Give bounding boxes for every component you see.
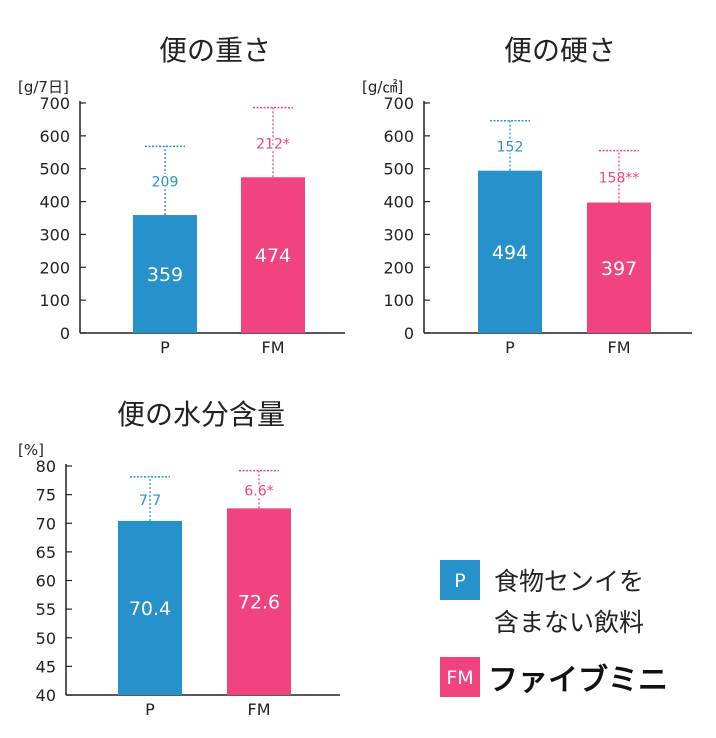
y-tick-label: 500 xyxy=(39,160,70,179)
legend-swatch-label: FM xyxy=(446,667,473,689)
chart-panel-1: 便の重さ [g/7日] 0 100 200 300 400 500 600 700 209 359 P 2… xyxy=(18,34,345,357)
y-tick-label: 100 xyxy=(383,291,414,310)
error-label-P: 7.7 xyxy=(139,493,161,509)
y-tick-label: 700 xyxy=(383,94,414,113)
value-label-P: 494 xyxy=(492,242,528,264)
y-unit-label: [g/㎠] xyxy=(362,78,403,96)
y-tick-label: 0 xyxy=(404,324,414,343)
bar-P xyxy=(118,520,182,695)
error-label-P: 152 xyxy=(497,140,524,156)
y-tick-label: 60 xyxy=(36,572,56,591)
y-tick-label: 200 xyxy=(39,258,70,277)
x-tick-label: P xyxy=(160,338,170,357)
y-tick-label: 700 xyxy=(39,94,70,113)
error-label-FM: 212* xyxy=(256,136,290,152)
y-tick-label: 300 xyxy=(383,225,414,244)
y-tick-label: 75 xyxy=(36,486,56,505)
brand-name: ファイブミニ xyxy=(488,663,668,698)
y-tick-label: 80 xyxy=(36,457,56,476)
bar-FM xyxy=(227,508,291,695)
y-tick-label: 65 xyxy=(36,543,56,562)
legend-swatch-label: P xyxy=(454,570,465,592)
x-tick-label: P xyxy=(145,700,155,719)
y-tick-label: 45 xyxy=(36,657,56,676)
legend-swatch-FM xyxy=(440,657,480,697)
error-label-P: 209 xyxy=(152,175,179,191)
legend-text-line1: 食物センイを xyxy=(494,567,644,596)
y-tick-label: 400 xyxy=(39,193,70,212)
y-tick-label: 300 xyxy=(39,225,70,244)
value-label-P: 70.4 xyxy=(129,598,171,620)
value-label-P: 359 xyxy=(147,264,183,286)
legend-text-line2: 含まない飲料 xyxy=(494,608,644,637)
error-label-FM: 158** xyxy=(599,171,640,187)
y-tick-label: 55 xyxy=(36,600,56,619)
chart-title: 便の水分含量 xyxy=(117,398,285,431)
y-tick-label: 40 xyxy=(36,686,56,705)
x-tick-label: FM xyxy=(247,700,270,719)
chart-title: 便の硬さ xyxy=(504,34,616,67)
value-label-FM: 72.6 xyxy=(238,592,280,614)
legend-swatch-P xyxy=(440,560,480,600)
bar-FM xyxy=(241,177,305,333)
bar-P xyxy=(133,215,197,333)
value-label-FM: 397 xyxy=(601,258,637,280)
y-tick-label: 70 xyxy=(36,514,56,533)
y-tick-label: 100 xyxy=(39,291,70,310)
y-tick-label: 400 xyxy=(383,193,414,212)
y-tick-label: 0 xyxy=(60,324,70,343)
bar-P xyxy=(478,170,542,333)
y-unit-label: [%] xyxy=(18,441,44,459)
y-tick-label: 500 xyxy=(383,160,414,179)
x-tick-label: FM xyxy=(261,338,284,357)
y-unit-label: [g/7日] xyxy=(18,78,69,96)
x-tick-label: P xyxy=(505,338,515,357)
y-tick-label: 50 xyxy=(36,629,56,648)
chart-title: 便の重さ xyxy=(159,34,271,67)
bar-FM xyxy=(587,202,651,333)
x-tick-label: FM xyxy=(607,338,630,357)
y-tick-label: 200 xyxy=(383,258,414,277)
y-tick-label: 600 xyxy=(383,127,414,146)
error-label-FM: 6.6* xyxy=(244,483,273,499)
chart-panel-3: 便の水分含量 [%] 40 45 50 55 60 65 70 75 80 7.7 70.4 P 6.6* 7… xyxy=(18,398,340,719)
value-label-FM: 474 xyxy=(255,245,291,267)
y-tick-label: 600 xyxy=(39,127,70,146)
chart-panel-2: 便の硬さ [g/㎠] 0 100 200 300 400 500 600 700 152 494 P 15… xyxy=(362,34,692,357)
